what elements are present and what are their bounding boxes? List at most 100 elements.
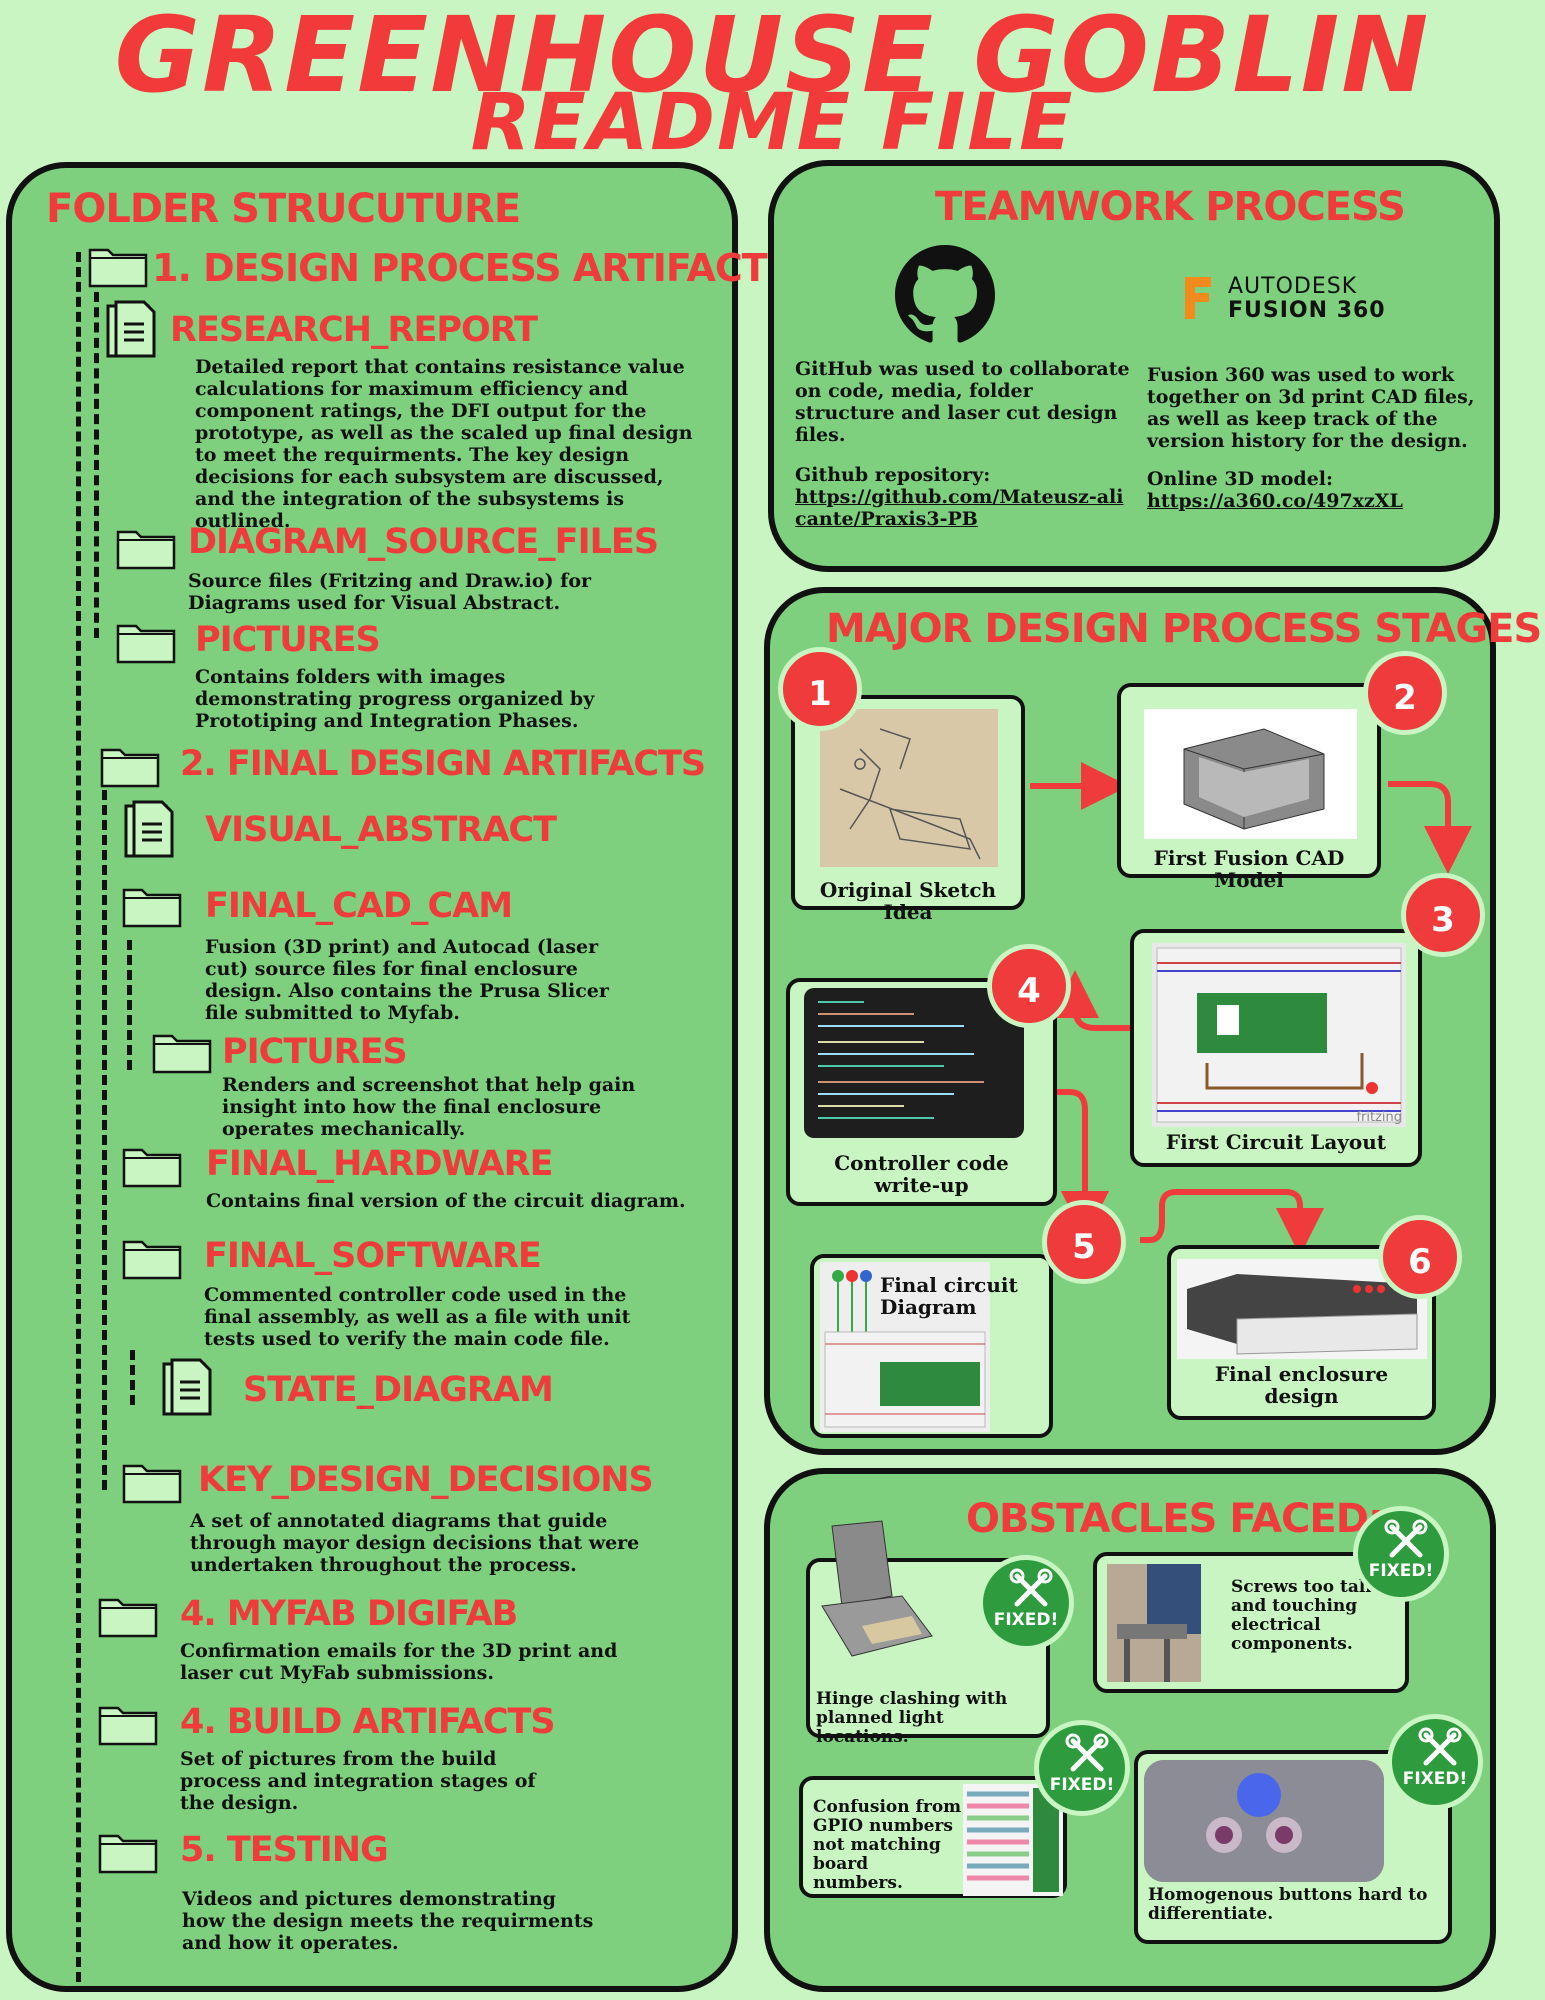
obstacle-card-gpio: Confusion from GPIO numbers not matching… <box>799 1776 1067 1898</box>
folder-final-hardware[interactable]: FINAL_HARDWARE <box>206 1144 553 1184</box>
fusion-360-brand: FUSION 360 <box>1228 298 1386 323</box>
page-title: GREENHOUSE GOBLIN <box>114 0 1431 116</box>
folder-key-design-decisions[interactable]: KEY_DESIGN_DECISIONS <box>198 1460 654 1500</box>
buttons-image <box>1144 1760 1384 1882</box>
folder-structure-panel <box>6 162 738 1992</box>
fixed-badge-2: FIXED! <box>1353 1506 1449 1602</box>
stage-card-sketch: Original Sketch Idea <box>791 695 1025 923</box>
stage-card-circuit: fritzing First Circuit Layout <box>1130 929 1422 1167</box>
stage-caption-5: Final circuit Diagram <box>880 1273 1018 1319</box>
research-report-desc: Detailed report that contains resistance… <box>195 356 693 532</box>
folder-pictures-design[interactable]: PICTURES <box>195 620 381 660</box>
teamwork-panel <box>768 160 1500 572</box>
folder-final-design-artifacts[interactable]: 2. FINAL DESIGN ARTIFACTS <box>180 744 706 784</box>
final-cad-cam-desc: Fusion (3D print) and Autocad (laser cut… <box>205 936 609 1024</box>
stage-card-code: Controller code write-up <box>786 978 1057 1206</box>
tree-line-cad <box>127 940 132 1070</box>
doc-state-diagram[interactable]: STATE_DIAGRAM <box>243 1370 554 1410</box>
folder-icon <box>116 530 176 570</box>
folder-icon <box>122 1464 182 1504</box>
stage-card-final-circuit: Final circuit Diagram <box>810 1254 1053 1438</box>
teamwork-heading: TEAMWORK PROCESS <box>935 184 1406 230</box>
github-icon <box>895 245 995 343</box>
obstacle-text-2: Screws too tall and touching electrical … <box>1231 1577 1372 1654</box>
circuit-layout-image: fritzing <box>1152 943 1406 1127</box>
github-desc: GitHub was used to collaborate on code, … <box>795 358 1130 446</box>
tree-line-software <box>130 1350 135 1405</box>
folder-icon <box>88 248 148 288</box>
stage-caption-4: Controller code write-up <box>834 1151 1009 1197</box>
build-artifacts-desc: Set of pictures from the build process a… <box>180 1748 536 1814</box>
tools-icon <box>1009 1568 1053 1607</box>
stage-caption-6: Final enclosure design <box>1214 1362 1389 1408</box>
autodesk-brand: AUTODESK <box>1228 274 1358 299</box>
final-software-desc: Commented controller code used in the fi… <box>204 1284 631 1350</box>
folder-final-cad-cam[interactable]: FINAL_CAD_CAM <box>205 886 513 926</box>
fusion-360-icon <box>1185 277 1211 319</box>
tree-line-main <box>76 252 81 1982</box>
folder-icon <box>122 1240 182 1280</box>
folder-pictures-final[interactable]: PICTURES <box>222 1032 408 1072</box>
fusion-desc: Fusion 360 was used to work together on … <box>1147 364 1475 452</box>
hinge-image <box>812 1516 942 1676</box>
folder-build-artifacts[interactable]: 4. BUILD ARTIFACTS <box>180 1702 556 1742</box>
folder-icon <box>152 1034 212 1074</box>
github-repo-link[interactable]: https://github.com/Mateusz-alicante/Prax… <box>795 486 1124 530</box>
design-stages-heading: MAJOR DESIGN PROCESS STAGES <box>826 606 1542 652</box>
fusion-model-label: Online 3D model: <box>1147 468 1334 490</box>
stage-badge-4: 4 <box>987 944 1071 1028</box>
folder-testing[interactable]: 5. TESTING <box>180 1830 389 1870</box>
folder-icon <box>122 1148 182 1188</box>
doc-visual-abstract[interactable]: VISUAL_ABSTRACT <box>205 810 557 850</box>
folder-design-process-artifacts[interactable]: 1. DESIGN PROCESS ARTIFACTS <box>152 246 794 290</box>
folder-structure-heading: FOLDER STRUCUTURE <box>46 186 521 232</box>
screws-image <box>1107 1564 1201 1682</box>
sketch-image <box>820 709 998 867</box>
fixed-label-1: FIXED! <box>993 1610 1059 1630</box>
fixed-label-2: FIXED! <box>1368 1561 1434 1581</box>
tools-icon <box>1384 1519 1428 1558</box>
stage-badge-1: 1 <box>778 647 862 731</box>
fixed-badge-1: FIXED! <box>978 1555 1074 1651</box>
tree-line-design <box>94 292 99 638</box>
stage-card-cad: First Fusion CAD Model <box>1117 683 1381 891</box>
stage-badge-3: 3 <box>1401 873 1485 957</box>
folder-icon <box>98 1834 158 1874</box>
fusion-model-link[interactable]: https://a360.co/497xzXL <box>1147 490 1403 512</box>
document-icon <box>106 300 156 358</box>
testing-desc: Videos and pictures demonstrating how th… <box>182 1888 594 1954</box>
stage-caption-3: First Circuit Layout <box>1165 1130 1387 1154</box>
folder-icon <box>100 748 160 788</box>
doc-research-report[interactable]: RESEARCH_REPORT <box>170 310 538 350</box>
obstacle-text-4: Homogenous buttons hard to differentiate… <box>1148 1885 1428 1924</box>
document-icon <box>124 800 174 858</box>
stage-caption-2: First Fusion CAD Model <box>1153 846 1345 892</box>
page-subtitle: README FILE <box>470 78 1075 168</box>
folder-diagram-source-files[interactable]: DIAGRAM_SOURCE_FILES <box>188 522 659 562</box>
key-design-decisions-desc: A set of annotated diagrams that guide t… <box>190 1510 640 1576</box>
tree-line-final <box>102 790 107 1490</box>
folder-final-software[interactable]: FINAL_SOFTWARE <box>204 1236 542 1276</box>
stage-caption-1: Original Sketch Idea <box>819 878 997 924</box>
cad-model-image <box>1144 709 1357 839</box>
folder-icon <box>98 1706 158 1746</box>
folder-myfab-digifab[interactable]: 4. MYFAB DIGIFAB <box>180 1594 518 1634</box>
github-repo-label: Github repository: <box>795 464 991 486</box>
fritzing-watermark: fritzing <box>1356 1110 1402 1125</box>
folder-icon <box>98 1598 158 1638</box>
folder-icon <box>116 624 176 664</box>
obstacle-text-1: Hinge clashing with planned light locati… <box>816 1689 1008 1747</box>
stage-badge-6: 6 <box>1378 1215 1462 1299</box>
tools-icon <box>1065 1733 1109 1772</box>
obstacle-text-3: Confusion from GPIO numbers not matching… <box>813 1797 962 1893</box>
obstacle-card-buttons: Homogenous buttons hard to differentiate… <box>1134 1750 1452 1944</box>
myfab-digifab-desc: Confirmation emails for the 3D print and… <box>180 1640 618 1684</box>
folder-icon <box>122 888 182 928</box>
fixed-label-3: FIXED! <box>1049 1775 1115 1795</box>
stage-badge-5: 5 <box>1042 1200 1126 1284</box>
diagram-source-files-desc: Source files (Fritzing and Draw.io) for … <box>188 570 592 614</box>
pictures-final-desc: Renders and screenshot that help gain in… <box>222 1074 636 1140</box>
fixed-label-4: FIXED! <box>1402 1769 1468 1789</box>
pictures-design-desc: Contains folders with images demonstrati… <box>195 666 595 732</box>
